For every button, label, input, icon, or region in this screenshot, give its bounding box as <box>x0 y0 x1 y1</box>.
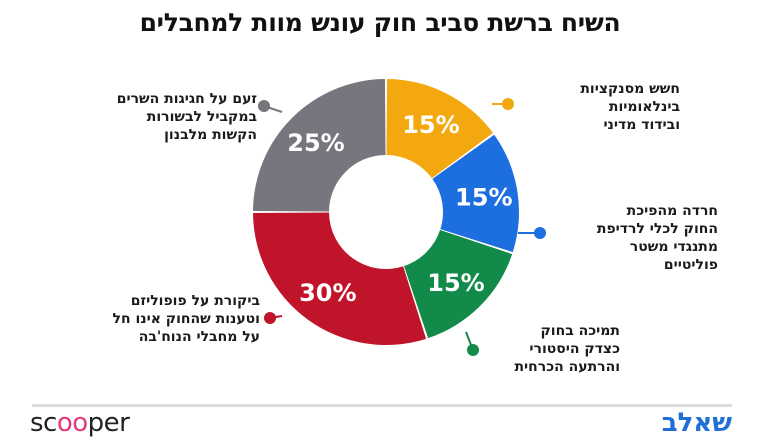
donut-slice-1 <box>386 79 493 179</box>
annotation-line: ביקורת על פופוליזם <box>130 293 260 309</box>
annotation-line: חרדה מהפיכת <box>626 203 718 219</box>
slice-annotation: תמיכה בחוק כצדק היסטורי והרתעה הכרחית <box>470 322 620 376</box>
annotation-line: בינלאומיות <box>608 99 680 115</box>
leader-dot <box>534 227 546 239</box>
slice-annotation: חרדה מהפיכת החוק לכלי לרדיפת מתנגדי משטר פו… <box>548 202 718 274</box>
donut-slice-2 <box>432 134 519 253</box>
annotation-line: מתנגדי משטר <box>629 239 718 255</box>
donut-slice-5 <box>253 79 386 212</box>
footer-divider <box>32 404 732 407</box>
leader-dot <box>467 344 479 356</box>
annotation-line: חשש מסנקציות <box>580 81 680 97</box>
donut-slice-4 <box>253 212 427 345</box>
annotation-line: במקביל לבשורות <box>146 109 257 125</box>
annotation-line: כצדק היסטורי <box>529 341 620 357</box>
annotation-line: תמיכה בחוק <box>540 323 620 339</box>
slice-percent-label: 15% <box>427 269 484 297</box>
slice-percent-label: 15% <box>455 184 512 212</box>
annotation-line: על מחבלי הנוח'בה <box>138 329 260 345</box>
slice-percent-label: 25% <box>287 129 344 157</box>
publisher-logo: שאלב <box>661 408 732 438</box>
slice-percent-label: 15% <box>402 111 459 139</box>
leader-dot <box>264 312 276 324</box>
donut-chart: 15% 15% 15% 30% 25% <box>253 79 546 356</box>
annotation-line: פוליטיים <box>663 257 718 273</box>
annotation-line: הקשות מלבנון <box>164 127 257 143</box>
scooper-logo: scooper <box>30 408 130 438</box>
slice-annotation: ביקורת על פופוליזם וטענות שהחוק אינו חל על… <box>80 292 261 346</box>
donut-slice-3 <box>404 230 513 339</box>
annotation-line: וטענות שהחוק אינו חל <box>112 311 261 327</box>
leader-dot <box>502 98 514 110</box>
slice-annotation: זעם על חגיגות השרים במקביל לבשורות הקשות מ… <box>72 90 257 144</box>
slice-percent-label: 30% <box>299 279 356 307</box>
annotation-line: החוק לכלי לרדיפת <box>596 221 718 237</box>
annotation-line: והרתעה הכרחית <box>514 359 620 375</box>
slice-annotation: חשש מסנקציות בינלאומיות ובידוד מדיני <box>530 80 680 134</box>
annotation-line: ובידוד מדיני <box>603 117 680 133</box>
chart-title: השיח ברשת סביב חוק עונש מוות למחבלים <box>139 8 621 37</box>
annotation-line: זעם על חגיגות השרים <box>116 91 257 107</box>
leader-dot <box>258 100 270 112</box>
